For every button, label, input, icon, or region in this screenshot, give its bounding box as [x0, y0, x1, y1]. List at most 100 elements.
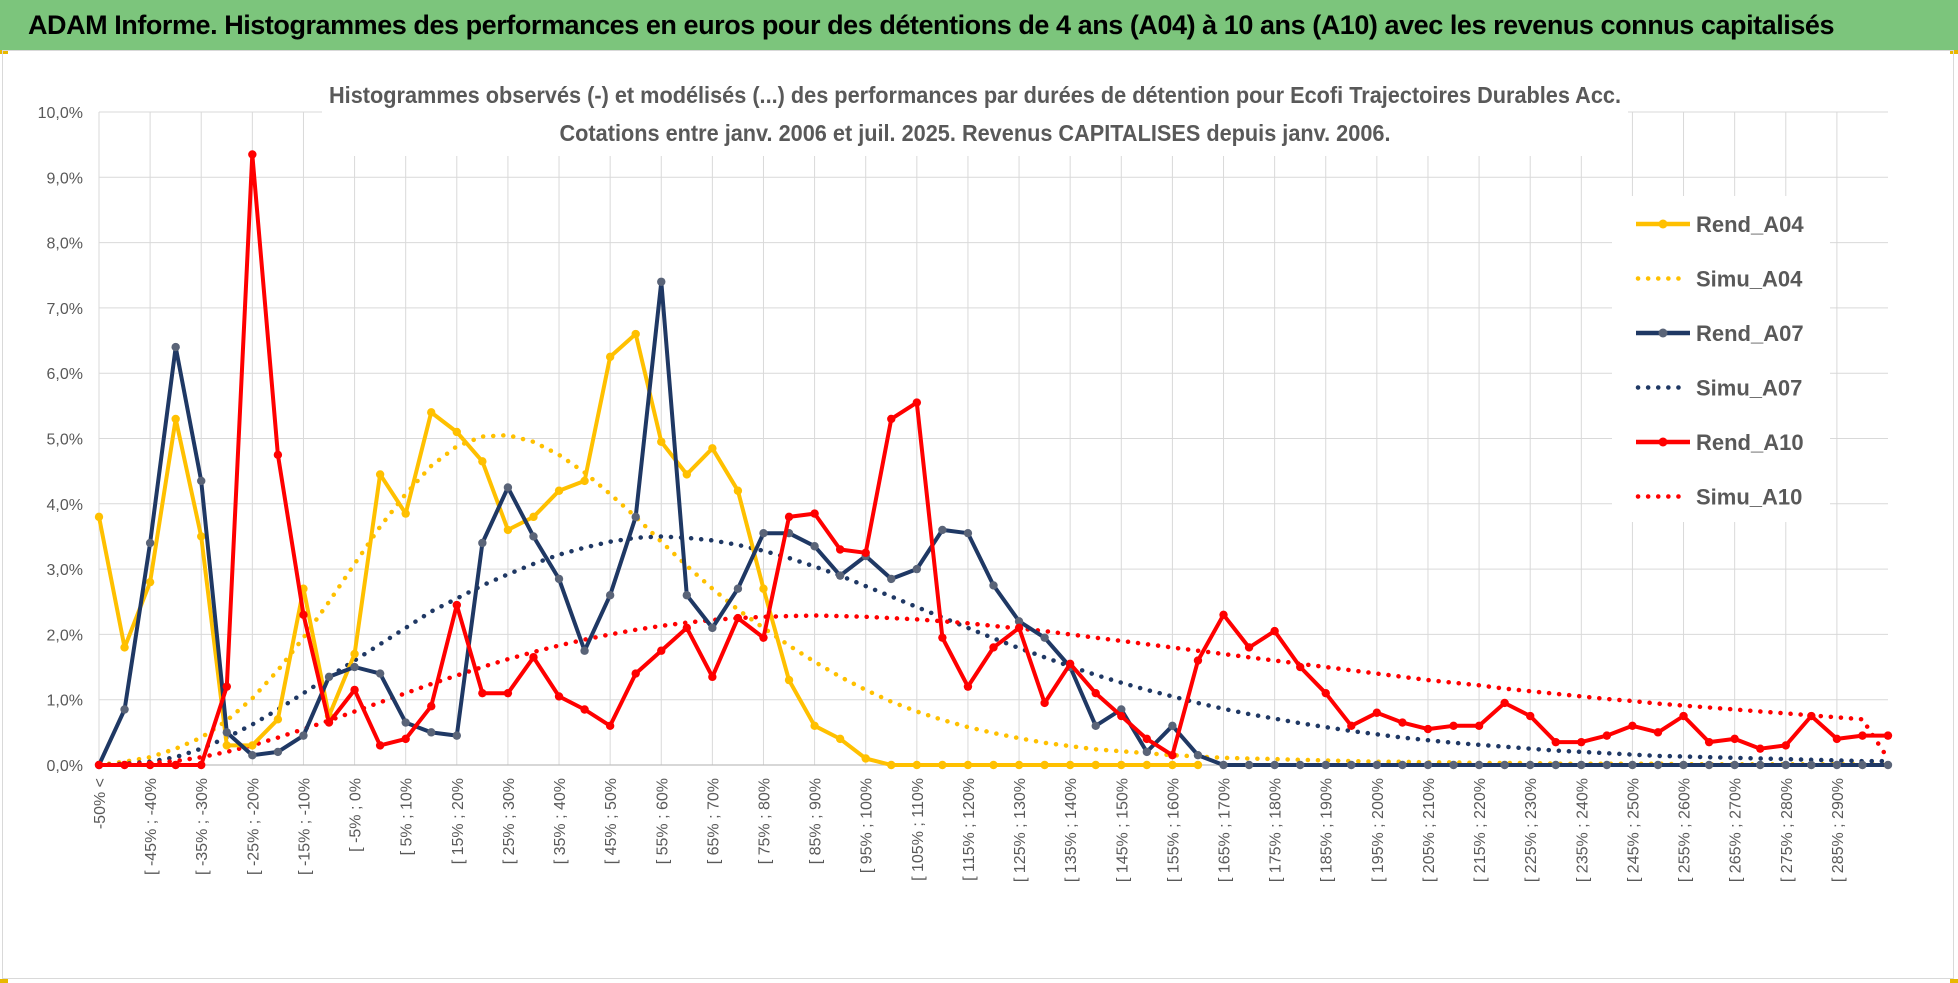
y-tick-label: 3,0% [47, 562, 83, 579]
y-tick-label: 2,0% [47, 627, 83, 644]
data-point-rend-a07 [708, 623, 717, 633]
x-tick-label: [ 85% ; 90% [808, 778, 825, 864]
data-point-rend-a10 [503, 688, 513, 698]
data-point-rend-a04 [94, 512, 104, 522]
data-point-rend-a07 [452, 731, 461, 740]
data-point-rend-a10 [350, 685, 359, 695]
data-point-rend-a10 [1168, 751, 1177, 760]
data-point-rend-a07 [222, 728, 231, 737]
data-point-rend-a10 [1807, 711, 1816, 721]
chart-frame [2, 50, 1954, 979]
data-point-rend-a04 [1091, 760, 1100, 770]
data-point-rend-a04 [1014, 760, 1024, 770]
data-point-rend-a10 [375, 741, 385, 750]
data-point-rend-a07 [605, 591, 615, 600]
data-point-rend-a07 [657, 277, 666, 286]
data-point-rend-a07 [1551, 760, 1560, 770]
data-point-rend-a10 [580, 705, 589, 714]
y-tick-label: 0,0% [47, 758, 83, 775]
x-tick-label: [ 185% ; 190% [1319, 778, 1336, 882]
x-tick-label: [ -25% ; -20% [245, 778, 262, 875]
data-point-rend-a10 [1679, 711, 1688, 721]
series-line-simu-a10 [96, 613, 1891, 768]
data-point-rend-a07 [1091, 721, 1100, 731]
data-point-rend-a07 [938, 525, 947, 535]
data-point-rend-a07 [1577, 760, 1586, 770]
data-point-rend-a04 [171, 414, 180, 424]
data-point-rend-a10 [631, 669, 640, 678]
series-line-simu-a07 [96, 534, 1891, 768]
legend: Rend_A04 Simu_A04 Rend_A07 Simu_A07 Rend_A10… [1612, 196, 1830, 522]
legend-marker-rend-a10 [1658, 437, 1668, 447]
data-point-rend-a04 [682, 470, 692, 479]
corner-accent-bottom-right [1950, 979, 1958, 983]
data-point-rend-a07 [1704, 760, 1714, 770]
data-point-rend-a04 [248, 741, 257, 750]
data-point-rend-a07 [989, 581, 998, 590]
data-point-rend-a07 [1270, 760, 1279, 770]
data-point-rend-a10 [1602, 731, 1612, 740]
data-point-rend-a10 [657, 646, 666, 655]
data-point-rend-a07 [529, 532, 538, 541]
data-point-rend-a04 [580, 476, 589, 486]
data-point-rend-a07 [427, 728, 436, 737]
data-point-rend-a07 [324, 672, 334, 682]
data-point-rend-a07 [1602, 760, 1612, 770]
data-point-rend-a04 [1040, 760, 1049, 770]
data-point-rend-a10 [1014, 623, 1024, 633]
data-point-rend-a04 [529, 512, 538, 522]
x-tick-label: [ -35% ; -30% [194, 778, 211, 875]
data-point-rend-a04 [478, 457, 487, 466]
data-point-rend-a10 [248, 150, 257, 159]
data-point-rend-a10 [427, 702, 436, 711]
data-point-rend-a04 [1142, 760, 1152, 770]
data-point-rend-a04 [759, 584, 768, 593]
data-point-rend-a07 [1883, 760, 1893, 770]
data-point-rend-a10 [835, 545, 845, 554]
legend-label-simu-a04: Simu_A04 [1696, 267, 1803, 292]
y-tick-label: 6,0% [47, 366, 83, 383]
data-point-rend-a04 [963, 760, 973, 770]
data-point-rend-a07 [1756, 760, 1765, 770]
data-point-rend-a07 [350, 662, 359, 672]
data-point-rend-a10 [1142, 734, 1152, 744]
x-tick-label: [ 175% ; 180% [1268, 778, 1285, 882]
corner-accent-bottom-left [0, 979, 8, 983]
chart-title-line2: Cotations entre janv. 2006 et juil. 2025… [560, 120, 1391, 146]
data-point-rend-a04 [452, 427, 461, 437]
x-tick-label: [ 245% ; 250% [1625, 778, 1642, 882]
data-point-rend-a10 [1628, 721, 1637, 731]
data-point-rend-a07 [1500, 760, 1509, 770]
y-tick-label: 8,0% [47, 236, 83, 253]
corner-accent-top-left [0, 50, 8, 54]
data-point-rend-a10 [1040, 698, 1049, 708]
x-tick-label: [ 275% ; 280% [1779, 778, 1796, 882]
data-point-rend-a07 [1014, 617, 1024, 626]
series-rend-a07 [94, 277, 1893, 770]
data-point-rend-a04 [120, 643, 129, 652]
corner-accent-top-right [1950, 50, 1958, 54]
report-title: ADAM Informe. Histogrammes des performan… [28, 9, 1835, 40]
x-tick-label: [ 205% ; 210% [1421, 778, 1438, 882]
data-point-rend-a07 [963, 528, 973, 538]
data-point-rend-a10 [554, 692, 564, 701]
legend-box [1612, 196, 1830, 522]
data-point-rend-a04 [273, 715, 283, 724]
data-point-rend-a10 [1449, 721, 1458, 731]
data-point-rend-a07 [299, 731, 308, 740]
data-point-rend-a04 [708, 444, 717, 453]
series-simu-a07 [96, 534, 1891, 768]
data-point-rend-a04 [554, 486, 564, 495]
data-point-rend-a07 [835, 571, 845, 580]
data-point-rend-a10 [1398, 718, 1407, 727]
data-point-rend-a07 [401, 718, 410, 727]
legend-label-simu-a10: Simu_A10 [1696, 485, 1802, 510]
data-point-rend-a10 [759, 633, 768, 642]
data-point-rend-a04 [375, 470, 385, 479]
data-point-rend-a04 [1193, 760, 1203, 770]
data-point-rend-a10 [1219, 610, 1228, 620]
data-point-rend-a04 [503, 525, 513, 535]
data-point-rend-a07 [1321, 760, 1330, 770]
data-point-rend-a07 [1142, 747, 1152, 757]
